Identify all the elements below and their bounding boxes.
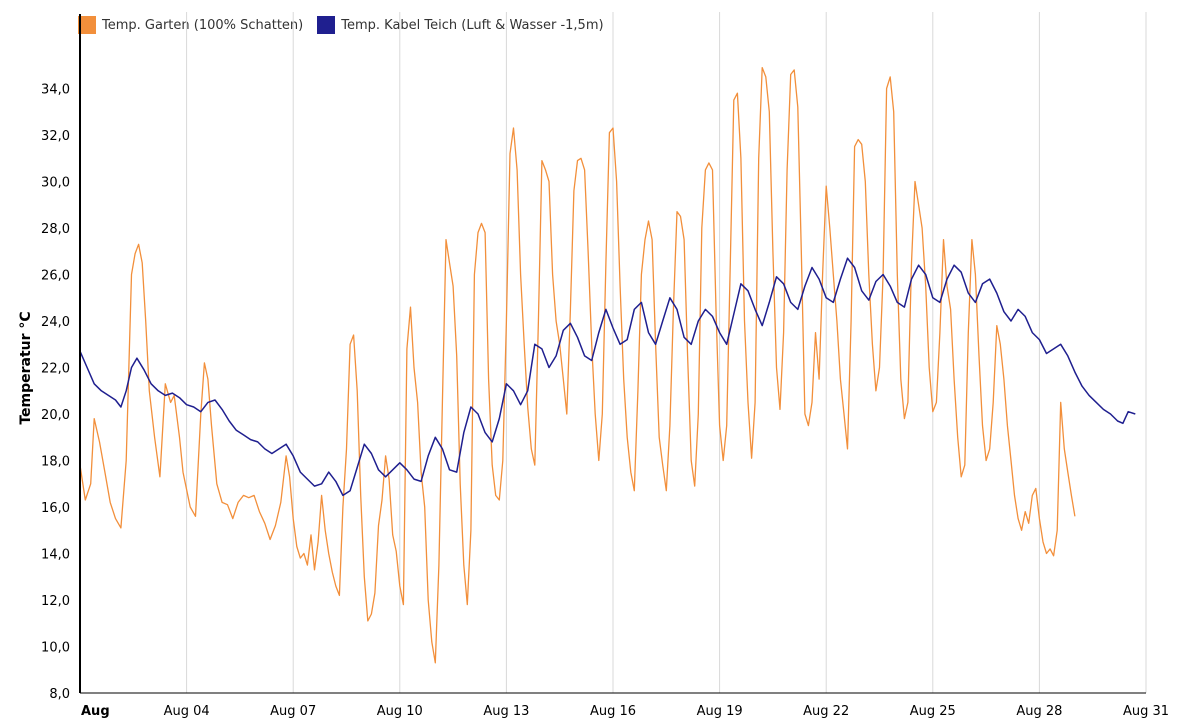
x-tick-label: Aug 04 (164, 704, 210, 719)
y-tick-label: 24,0 (41, 315, 70, 330)
y-tick-label: 26,0 (41, 269, 70, 284)
x-tick-label: Aug 22 (803, 704, 849, 719)
series-layer (79, 66, 1136, 664)
axis-layer: Aug Aug 04 Aug 07 Aug 10 Aug 13 Aug 16 Aug 19 A… (41, 14, 1169, 719)
legend-swatch-teich (317, 16, 336, 34)
x-tick-label: Aug 07 (270, 704, 316, 719)
x-tick-label: Aug 10 (377, 704, 423, 719)
y-axis-label: Temperatur °C (18, 311, 34, 424)
y-tick-label: 16,0 (41, 501, 70, 516)
x-tick-label: Aug (81, 704, 110, 719)
series-line-garten[interactable] (79, 66, 1076, 664)
y-tick-label: 28,0 (41, 222, 70, 237)
x-tick-label: Aug 25 (910, 704, 956, 719)
grid-layer (186, 12, 1147, 693)
y-tick-label: 12,0 (41, 594, 70, 609)
y-tick-label: 34,0 (41, 83, 70, 98)
y-tick-label: 10,0 (41, 641, 70, 656)
legend-swatch-garten (78, 16, 96, 34)
y-tick-label: 22,0 (41, 362, 70, 377)
y-tick-label: 18,0 (41, 455, 70, 470)
y-tick-label: 14,0 (41, 548, 70, 563)
legend-label-garten: Temp. Garten (100% Schatten) (102, 17, 304, 33)
y-tick-label: 8,0 (49, 687, 70, 702)
y-tick-label: 30,0 (41, 176, 70, 191)
legend-item-teich[interactable]: Temp. Kabel Teich (Luft & Wasser -1,5m) (317, 16, 604, 34)
legend-label-teich: Temp. Kabel Teich (Luft & Wasser -1,5m) (341, 17, 604, 33)
x-tick-label: Aug 28 (1016, 704, 1062, 719)
y-tick-label: 20,0 (41, 408, 70, 423)
legend-item-garten[interactable]: Temp. Garten (100% Schatten) (78, 16, 303, 34)
x-tick-label: Aug 13 (483, 704, 529, 719)
legend: Temp. Garten (100% Schatten) Temp. Kabel… (78, 16, 604, 34)
x-tick-label: Aug 16 (590, 704, 636, 719)
x-tick-label: Aug 31 (1123, 704, 1169, 719)
series-line-teich[interactable] (79, 257, 1136, 497)
y-tick-label: 32,0 (41, 129, 70, 144)
x-tick-label: Aug 19 (697, 704, 743, 719)
